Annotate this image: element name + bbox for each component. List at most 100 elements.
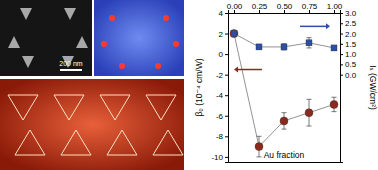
tick: -2 [216,71,228,80]
error-bar [257,44,262,49]
data-point [306,40,312,46]
tick-mark [225,75,228,76]
data-point [256,44,262,50]
error-bar-cap [332,97,337,98]
tick: -6 [216,112,228,121]
arrow-head [234,67,238,73]
tick-label: 1.00 [327,2,343,11]
tick-mark [340,44,343,45]
hot-spot [155,63,161,69]
error-bar [307,38,312,48]
hot-spot [173,41,179,47]
tick-label: 0.0 [345,71,357,80]
arrow-head [326,23,330,29]
data-point [305,109,313,117]
triangle-outline [54,95,84,120]
hot-spot [163,15,169,21]
tick-label: 3.0 [345,9,357,18]
triangle-outline [153,130,183,155]
tick-mark [225,157,228,158]
tick-label: 4 [219,9,224,18]
tick: 0.50 [277,2,293,13]
tick: 0 [219,50,228,59]
triangle-outline [8,95,38,120]
error-bar-cap [307,37,312,38]
tick-label: 0.25 [252,2,268,11]
error-bar-cap [257,156,262,157]
data-point [230,30,238,38]
tick: 3.0 [340,9,357,18]
tick: 2.5 [340,19,357,28]
axis-indicator-arrow [300,23,330,29]
data-point [331,45,337,51]
plot-area [230,30,338,157]
error-bar [332,45,337,50]
tick-mark [225,95,228,96]
tick-label: 0.5 [345,60,357,69]
nanotriangle [76,36,88,48]
x-axis-bottom [229,162,341,163]
tick: 0.0 [340,71,357,80]
figure: 200 nm 0.00 0.25 0.50 0.75 1.00 -10 -8 -6 -4 -2 0 2 4… [0,0,378,170]
field-map-background [94,0,184,76]
data-point [231,31,237,37]
scale-bar-label: 200 nm [59,60,83,67]
tick-label: -8 [216,132,224,141]
error-bar [282,44,287,50]
data-point [330,100,338,108]
series-line [234,34,334,147]
error-bar-cap [257,136,262,137]
tick: -8 [216,132,228,141]
tick: 4 [219,9,228,18]
field-map-background [0,79,184,170]
scale-bar [60,69,82,71]
arrow-shaft [238,69,262,71]
tick: 1.00 [327,2,343,13]
tick-mark [340,54,343,55]
tick-mark [340,34,343,35]
triangle-outline [107,130,137,155]
y2-axis-title: Iₛ (GW/cm²) [368,65,378,110]
error-bar-cap [332,111,337,112]
tick-label: 2.0 [345,30,357,39]
tick-label: 0.00 [227,2,243,11]
error-bar [232,30,237,36]
hot-spot [119,63,125,69]
error-bar-cap [282,112,287,113]
sem-background [0,0,92,76]
sem-image: 200 nm [0,0,92,76]
tick-label: 2.5 [345,19,357,28]
nanotriangle [22,56,34,68]
hot-spot [109,15,115,21]
tick: 1.0 [340,50,357,59]
triangle-outline [100,95,130,120]
tick-mark [225,34,228,35]
tick: 0.75 [302,2,318,13]
tick-mark [340,64,343,65]
x-axis-title: Au fraction [264,150,305,160]
y-axis: -10 -8 -6 -4 -2 0 2 4 [211,9,228,162]
error-bar-cap [307,126,312,127]
tick: -10 [211,153,228,162]
x-axis: 0.00 0.25 0.50 0.75 1.00 [227,2,343,14]
data-point [280,117,288,125]
tick-label: 0.75 [302,2,318,11]
y-axis-title: β₀ (10⁻⁴ cm/W) [194,58,204,116]
data-point [281,44,287,50]
tick: 2.0 [340,30,357,39]
y2-axis: 0.0 0.51.01.52.0 2.53.0 [340,9,357,162]
tick-label: -6 [216,112,224,121]
triangle-outline [61,130,91,155]
field-map-red [0,79,184,170]
tick: -4 [216,91,228,100]
error-bar [232,30,237,36]
tick-label: -4 [216,91,224,100]
tick-label: -2 [216,71,224,80]
tick-mark [225,116,228,117]
field-map-blue [94,0,184,76]
error-bar-cap [307,99,312,100]
arrow-shaft [300,26,326,28]
tick-label: 1.5 [345,40,357,49]
tick-mark [225,136,228,137]
tick: 2 [219,30,228,39]
